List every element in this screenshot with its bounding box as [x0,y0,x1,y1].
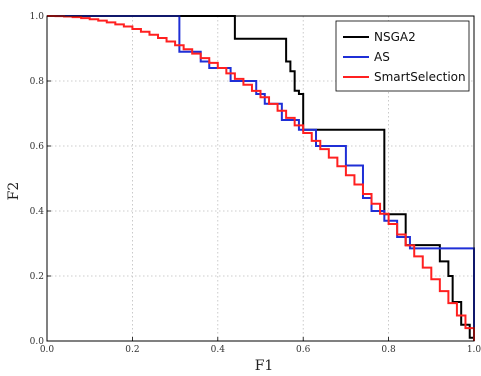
y-axis-label: F2 [6,182,22,201]
x-tick-label: 0.4 [211,345,226,355]
x-axis-label: F1 [255,358,274,374]
y-tick-label: 0.0 [30,337,45,347]
y-tick-label: 0.8 [30,77,45,87]
x-tick-label: 0.2 [125,345,139,355]
series-line-smartselection [47,15,475,341]
y-tick-label: 0.2 [30,272,44,282]
legend-label-as: AS [374,50,390,64]
legend-label-nsga2: NSGA2 [374,30,416,44]
y-tick-label: 0.4 [30,207,45,217]
x-tick-label: 0.0 [40,345,55,355]
y-tick-label: 1.0 [30,12,45,22]
series-layer [47,15,475,341]
x-tick-label: 1.0 [467,345,481,355]
series-line-nsga2 [47,15,474,339]
legend-label-smartselection: SmartSelection [374,70,466,84]
x-tick-label: 0.8 [381,345,396,355]
grid-lines [47,16,474,341]
plot-frame [46,15,475,342]
legend: NSGA2 AS SmartSelection [335,20,470,92]
tick-labels: 0.0 0.2 0.4 0.6 0.8 1.0 0.0 0.2 0.4 0.6 0.8 1.0 [30,12,481,355]
y-tick-label: 0.6 [30,142,45,152]
x-tick-label: 0.6 [296,345,311,355]
